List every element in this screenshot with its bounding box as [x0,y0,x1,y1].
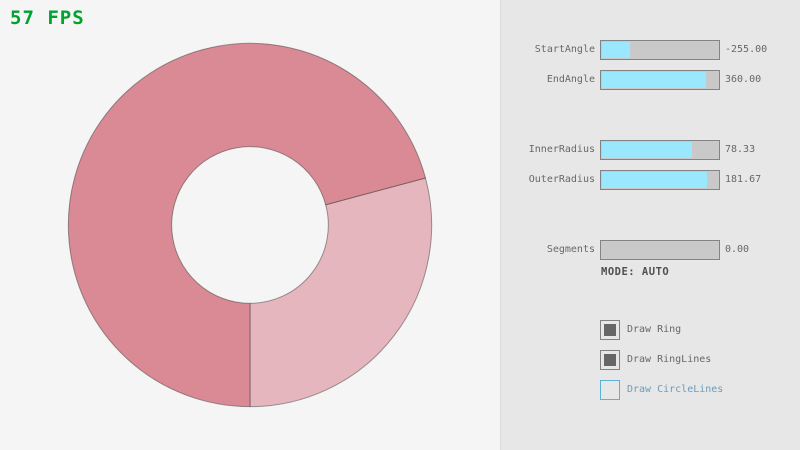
checkbox-label-draw-circlelines: Draw CircleLines [627,384,724,395]
slider-fill-outer-radius [602,172,707,188]
slider-end-angle[interactable] [600,70,720,90]
checkbox-draw-circlelines[interactable] [600,380,620,400]
slider-label-outer-radius: OuterRadius [528,174,595,185]
slider-label-end-angle: EndAngle [546,74,595,85]
checkbox-row-draw-ring: Draw Ring [501,320,800,340]
slider-outer-radius[interactable] [600,170,720,190]
slider-row-segments: Segments 0.00 [501,240,800,260]
slider-value-start-angle: -255.00 [725,44,768,55]
checkmark-fill-draw-ring [604,324,616,336]
ring-sector-single-pass [249,177,433,408]
slider-row-inner-radius: InnerRadius 78.33 [501,140,800,160]
checkbox-label-draw-ring: Draw Ring [627,324,682,335]
checkbox-label-draw-ringlines: Draw RingLines [627,354,712,365]
mode-label: MODE: AUTO [601,266,670,278]
checkbox-draw-ring[interactable] [600,320,620,340]
slider-value-segments: 0.00 [725,244,750,255]
slider-inner-radius[interactable] [600,140,720,160]
checkbox-row-draw-circlelines: Draw CircleLines [501,380,800,400]
slider-label-inner-radius: InnerRadius [528,144,595,155]
fps-counter: 57 FPS [10,7,85,29]
slider-fill-end-angle [602,72,706,88]
checkbox-row-draw-ringlines: Draw RingLines [501,350,800,370]
slider-fill-start-angle [602,42,630,58]
checkbox-draw-ringlines[interactable] [600,350,620,370]
slider-label-segments: Segments [546,244,595,255]
slider-value-outer-radius: 181.67 [725,174,762,185]
slider-value-inner-radius: 78.33 [725,144,756,155]
slider-value-end-angle: 360.00 [725,74,762,85]
slider-row-start-angle: StartAngle -255.00 [501,40,800,60]
slider-start-angle[interactable] [600,40,720,60]
slider-fill-inner-radius [602,142,692,158]
slider-row-outer-radius: OuterRadius 181.67 [501,170,800,190]
slider-segments[interactable] [600,240,720,260]
checkmark-fill-draw-ringlines [604,354,616,366]
control-panel: StartAngle -255.00 EndAngle 360.00 InnerRadi… [500,0,800,450]
ring-sector-double-pass [67,42,427,408]
slider-row-end-angle: EndAngle 360.00 [501,70,800,90]
slider-label-start-angle: StartAngle [534,44,595,55]
